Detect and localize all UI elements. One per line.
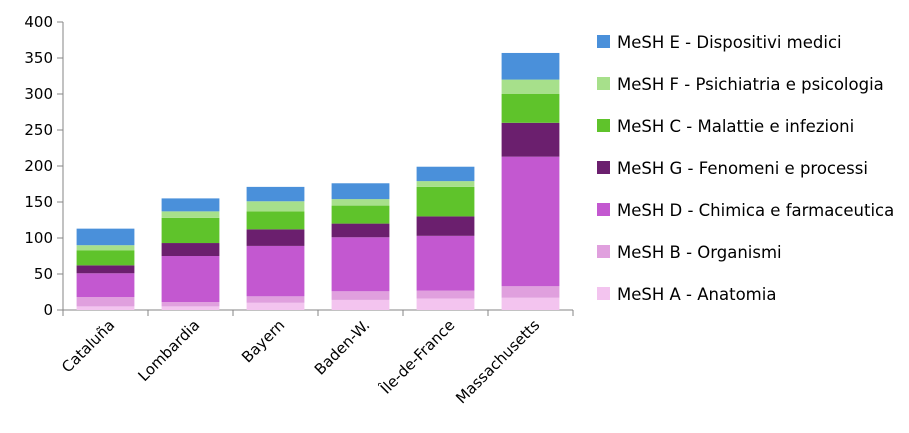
legend-label: MeSH D - Chimica e farmaceutica bbox=[617, 201, 894, 220]
legend-label: MeSH E - Dispositivi medici bbox=[617, 33, 842, 52]
y-tick-label: 400 bbox=[24, 13, 53, 31]
bar-segment bbox=[331, 237, 390, 292]
y-tick-label: 350 bbox=[24, 49, 53, 67]
x-category-label: Cataluña bbox=[58, 316, 118, 376]
bar-segment bbox=[416, 186, 475, 217]
bar-segment bbox=[501, 122, 560, 157]
bar-segment bbox=[161, 302, 220, 307]
bar-segment bbox=[416, 290, 475, 299]
bar-segment bbox=[76, 228, 135, 246]
legend-swatch bbox=[597, 203, 610, 216]
legend-swatch bbox=[597, 77, 610, 90]
bar-segment bbox=[501, 52, 560, 80]
x-category-label: Massachusetts bbox=[452, 316, 543, 407]
bar-segment bbox=[331, 199, 390, 206]
bar-segment bbox=[331, 299, 390, 310]
x-category-label: Île-de-France bbox=[375, 315, 458, 398]
bar-segment bbox=[76, 245, 135, 251]
y-axis: 0 50 100 150 200 250 300 350 400 bbox=[24, 13, 64, 319]
bar-segment bbox=[331, 223, 390, 238]
bar-segment bbox=[331, 205, 390, 224]
bar-segment bbox=[161, 256, 220, 303]
bar-segment bbox=[76, 297, 135, 307]
bars bbox=[76, 52, 560, 310]
bar-segment bbox=[161, 198, 220, 212]
legend-label: MeSH G - Fenomeni e processi bbox=[617, 159, 868, 178]
y-tick-label: 250 bbox=[24, 121, 53, 139]
legend-swatch bbox=[597, 287, 610, 300]
bar-segment bbox=[331, 183, 390, 200]
bar-segment bbox=[246, 201, 305, 212]
bar-segment bbox=[246, 211, 305, 230]
legend-label: MeSH A - Anatomia bbox=[617, 285, 776, 304]
bar-segment bbox=[501, 94, 560, 123]
bar-segment bbox=[161, 211, 220, 218]
legend-swatch bbox=[597, 245, 610, 258]
bar-segment bbox=[416, 181, 475, 187]
y-tick-label: 150 bbox=[24, 193, 53, 211]
legend-swatch bbox=[597, 161, 610, 174]
y-tick-label: 0 bbox=[43, 301, 53, 319]
bar-segment bbox=[76, 273, 135, 298]
x-axis: Cataluña Lombardia Bayern Baden-W. Île-de-Fr… bbox=[58, 309, 574, 407]
x-category-label: Baden-W. bbox=[311, 316, 374, 379]
legend-swatch bbox=[597, 35, 610, 48]
x-category-label: Bayern bbox=[238, 316, 288, 366]
bar-segment bbox=[246, 302, 305, 310]
bar-segment bbox=[161, 217, 220, 244]
bar-segment bbox=[246, 245, 305, 297]
bar-segment bbox=[161, 243, 220, 256]
bar-segment bbox=[331, 291, 390, 300]
bar-segment bbox=[76, 250, 135, 266]
legend: MeSH E - Dispositivi medici MeSH F - Psic… bbox=[597, 33, 894, 304]
legend-label: MeSH F - Psichiatria e psicologia bbox=[617, 75, 884, 94]
bar-segment bbox=[76, 265, 135, 274]
bar-segment bbox=[76, 306, 135, 310]
bar-segment bbox=[501, 297, 560, 310]
bar-segment bbox=[416, 298, 475, 310]
bar-segment bbox=[246, 186, 305, 202]
bar-segment bbox=[416, 235, 475, 291]
bar-segment bbox=[416, 216, 475, 236]
legend-label: MeSH B - Organismi bbox=[617, 243, 782, 262]
bar-segment bbox=[246, 296, 305, 303]
y-tick-label: 300 bbox=[24, 85, 53, 103]
y-tick-label: 200 bbox=[24, 157, 53, 175]
x-category-label: Lombardia bbox=[134, 316, 203, 385]
bar-segment bbox=[416, 166, 475, 182]
bar-segment bbox=[501, 156, 560, 287]
bar-segment bbox=[246, 229, 305, 246]
bar-segment bbox=[501, 286, 560, 298]
y-tick-label: 100 bbox=[24, 229, 53, 247]
legend-swatch bbox=[597, 119, 610, 132]
bar-segment bbox=[161, 306, 220, 310]
y-tick-label: 50 bbox=[34, 265, 53, 283]
legend-label: MeSH C - Malattie e infezioni bbox=[617, 117, 854, 136]
bar-segment bbox=[501, 79, 560, 94]
